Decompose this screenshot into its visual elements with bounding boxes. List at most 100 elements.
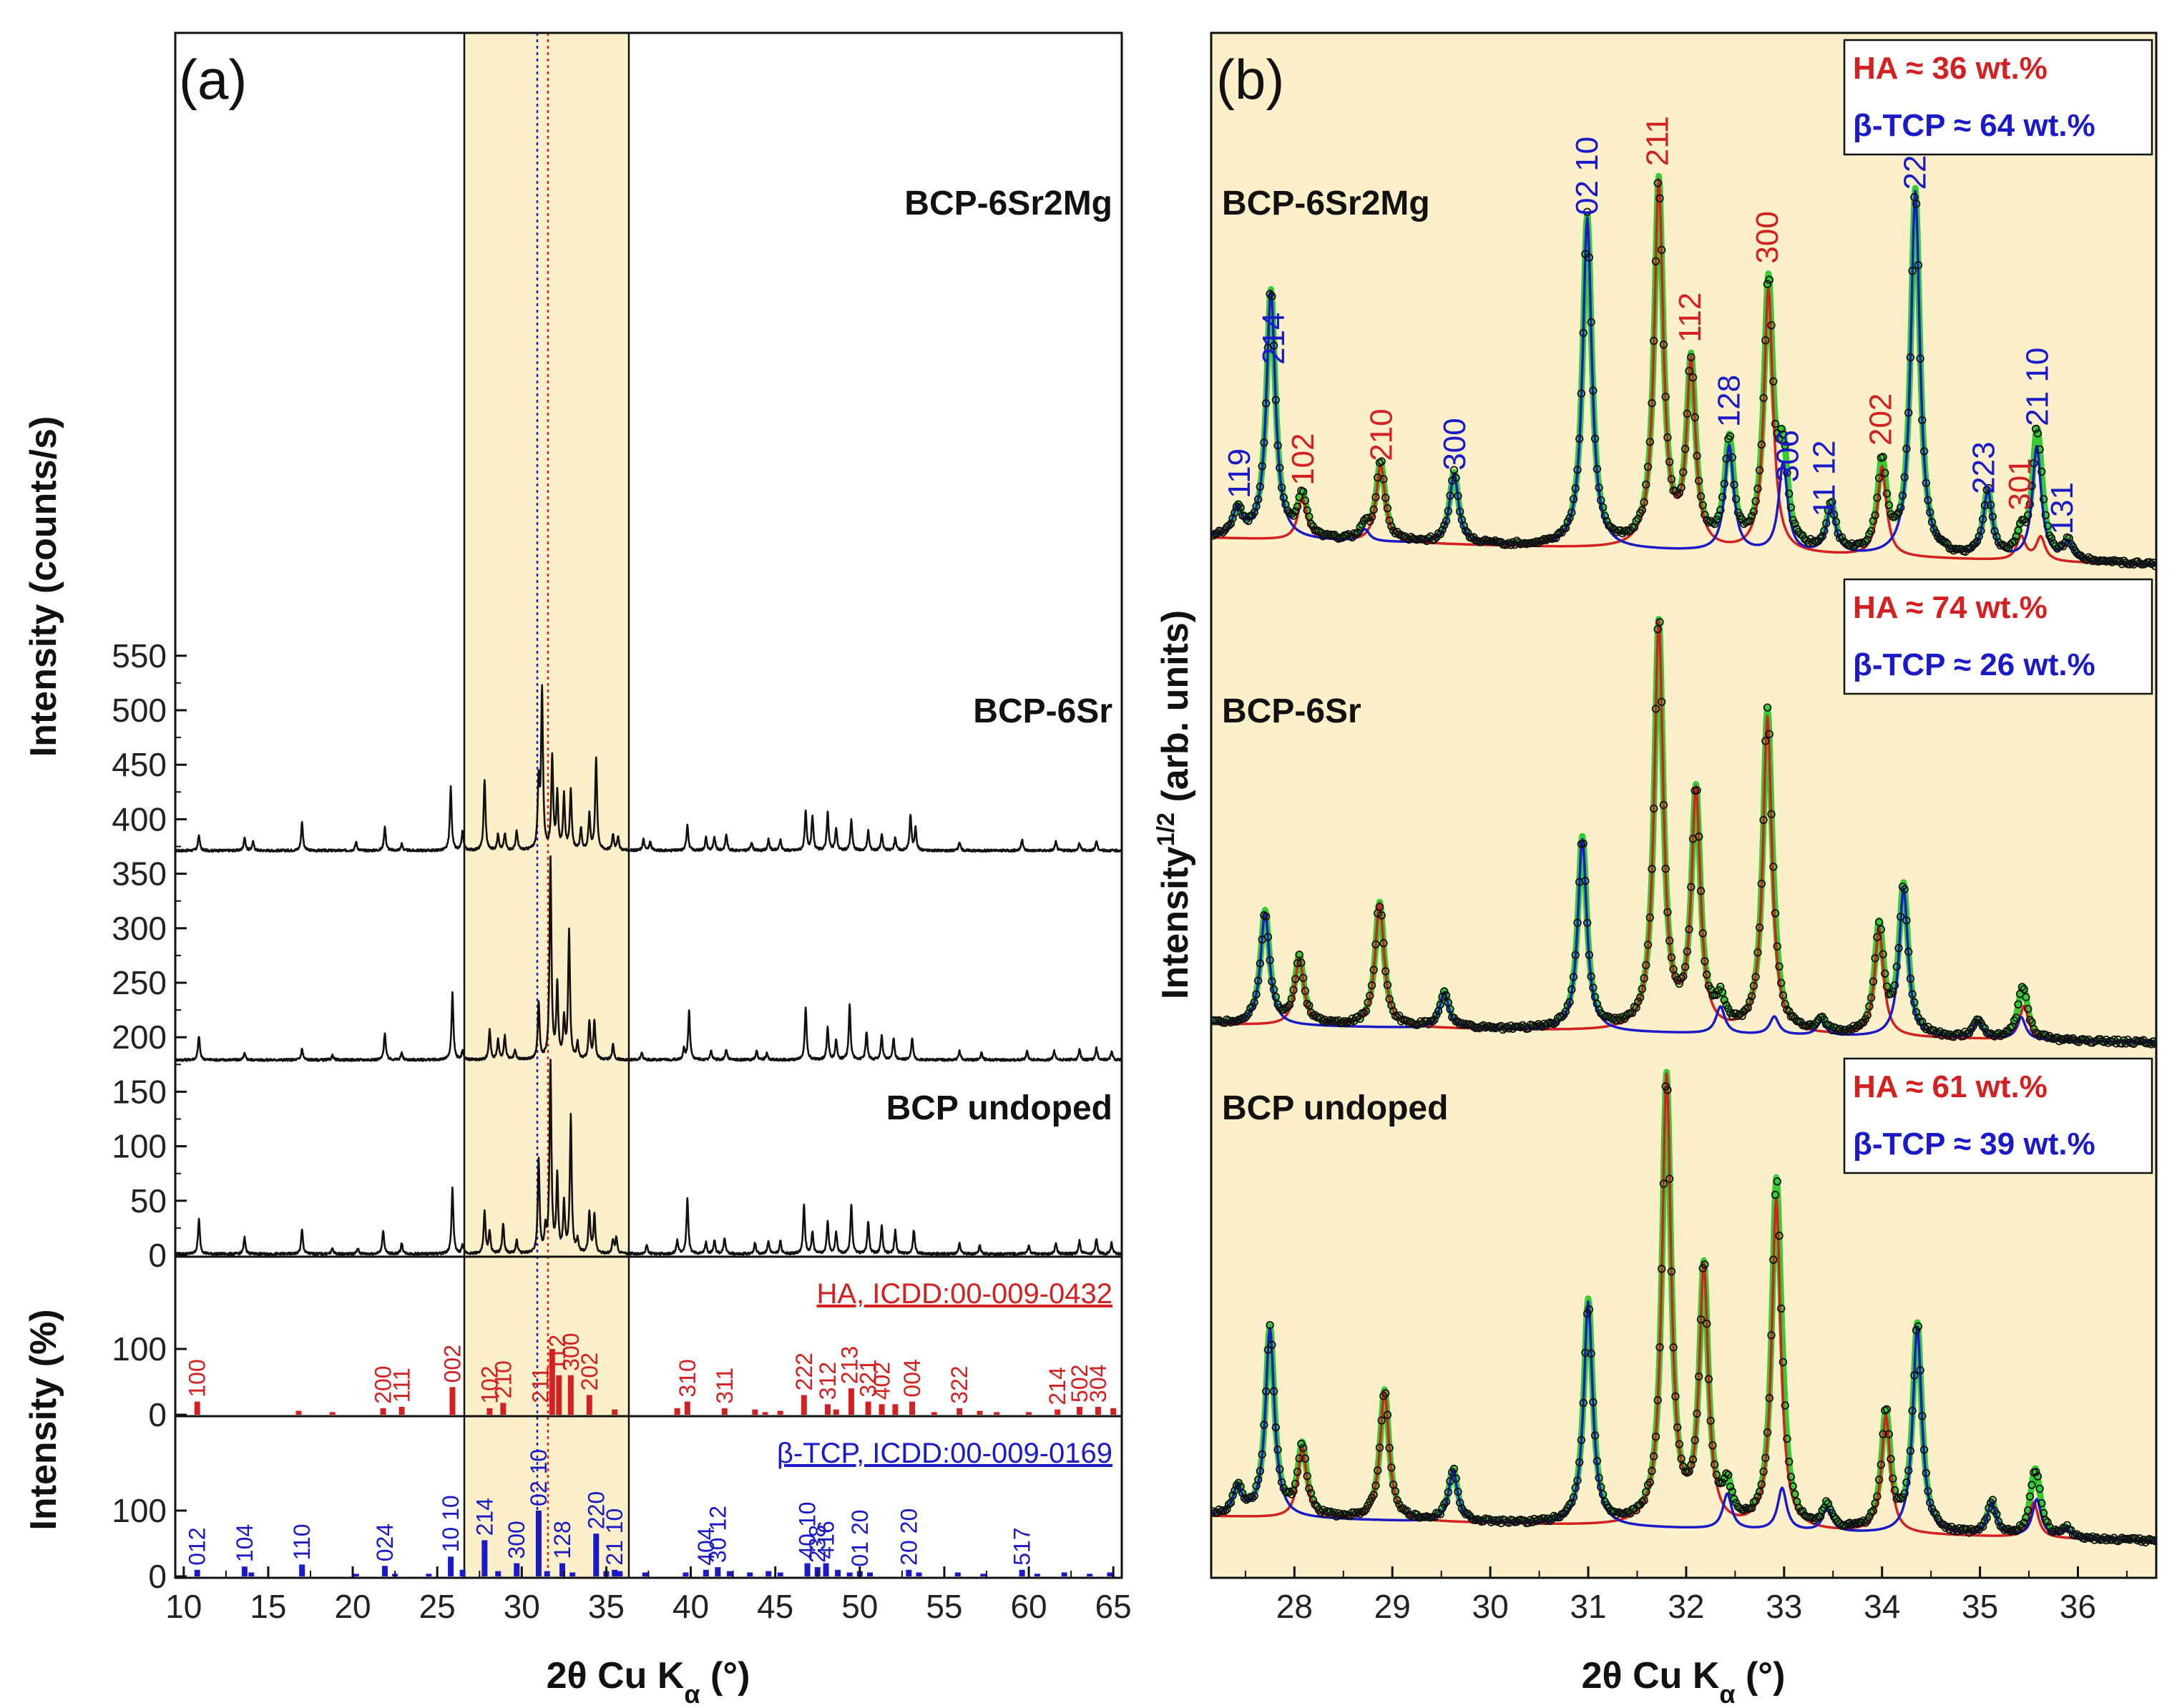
tcp-bar <box>683 1572 689 1576</box>
ha-bar-label: 322 <box>946 1365 972 1403</box>
observed-point <box>1298 973 1308 982</box>
observed-point <box>1708 1441 1717 1450</box>
observed-point <box>1922 1025 1931 1034</box>
observed-point <box>1874 473 1884 483</box>
tcp-bar <box>535 1511 542 1576</box>
tcp-bar-label: 02 10 <box>526 1449 552 1506</box>
tcp-bar <box>916 1572 922 1576</box>
observed-point <box>1266 290 1274 298</box>
observed-point <box>1902 1478 1911 1487</box>
observed-point <box>1887 989 1895 998</box>
y-tick-label: 0 <box>148 1237 167 1274</box>
sample-label-b-sr: BCP-6Sr <box>1222 692 1361 730</box>
observed-point <box>1268 1340 1276 1350</box>
observed-point <box>1712 1471 1721 1479</box>
tcp-peak-label: 128 <box>1712 375 1747 427</box>
observed-point <box>1356 1014 1364 1024</box>
observed-point <box>1479 1021 1488 1030</box>
observed-point <box>1403 534 1412 543</box>
ha-bar <box>380 1408 386 1415</box>
observed-point <box>2033 1472 2042 1481</box>
observed-point <box>1776 425 1786 433</box>
observed-point <box>1657 245 1666 255</box>
observed-point <box>1818 1506 1826 1515</box>
observed-point <box>1387 1463 1396 1472</box>
observed-point <box>1679 1462 1688 1471</box>
observed-point <box>1640 973 1648 983</box>
observed-point <box>1589 1398 1598 1407</box>
observed-point <box>1943 1031 1952 1040</box>
observed-point <box>1226 519 1236 529</box>
observed-point <box>1659 340 1668 349</box>
observed-point <box>1536 1516 1545 1524</box>
observed-point <box>1526 1516 1535 1524</box>
tcp-bar-label: 214 <box>471 1498 497 1536</box>
observed-point <box>1432 1011 1441 1019</box>
observed-point <box>1914 1322 1923 1331</box>
observed-point <box>1896 913 1905 921</box>
x-tick-label: 10 <box>165 1588 202 1625</box>
y-tick-label: 400 <box>112 800 167 838</box>
observed-point <box>1396 1017 1406 1026</box>
observed-point <box>1573 918 1582 927</box>
observed-point <box>1720 479 1729 489</box>
observed-point <box>2043 521 2052 530</box>
observed-point <box>1220 1506 1229 1516</box>
observed-point <box>1648 1466 1656 1476</box>
observed-point <box>1377 1416 1386 1425</box>
observed-point <box>1696 492 1706 501</box>
observed-point <box>2098 1535 2107 1544</box>
observed-point <box>1589 983 1598 992</box>
observed-point <box>1965 1029 1974 1038</box>
x-tick-label-b: 31 <box>1570 1588 1606 1625</box>
observed-point <box>1314 527 1324 536</box>
observed-point <box>1369 1491 1378 1499</box>
observed-point <box>2121 559 2130 567</box>
peak-labels: 102 210 211 112 300 202 301 119 214 300 02 10 128 30… <box>1222 116 2080 534</box>
observed-point <box>2043 1518 2052 1526</box>
observed-point <box>2092 1036 2101 1045</box>
ha-bar <box>449 1387 456 1415</box>
y-tick-label: 300 <box>112 910 167 947</box>
observed-point <box>1387 522 1396 531</box>
observed-point <box>1680 963 1690 971</box>
observed-point <box>1585 951 1594 959</box>
observed-point <box>1577 1435 1586 1445</box>
observed-point <box>2010 1526 2019 1534</box>
observed-point <box>1702 1319 1711 1328</box>
tcp-bar-label: 10 10 <box>438 1495 464 1552</box>
observed-point <box>1361 1006 1371 1016</box>
x-tick-label-b: 35 <box>1962 1588 1998 1625</box>
observed-point <box>1261 912 1271 921</box>
x-tick-label: 25 <box>419 1588 456 1625</box>
ha-bar <box>556 1375 562 1415</box>
observed-point <box>1916 354 1924 363</box>
observed-point <box>1306 519 1316 529</box>
ha-peak-label: 112 <box>1673 293 1708 343</box>
observed-point <box>1587 318 1595 327</box>
observed-point <box>1385 1443 1394 1453</box>
observed-point <box>1791 1490 1799 1498</box>
x-tick-label: 20 <box>334 1588 371 1625</box>
ha-bar-label: 211 <box>527 1367 553 1403</box>
observed-point <box>1430 535 1439 544</box>
observed-point <box>2100 1038 2109 1046</box>
observed-point <box>1276 463 1284 472</box>
ha-bar <box>1026 1412 1032 1415</box>
observed-point <box>1698 501 1707 510</box>
observed-point <box>1683 409 1692 418</box>
observed-point <box>1680 1467 1690 1476</box>
observed-point <box>1446 1005 1454 1013</box>
ha-bar-label: 214 <box>1044 1367 1070 1405</box>
sample-label-b-undoped: BCP undoped <box>1222 1089 1448 1127</box>
observed-point <box>1759 815 1768 825</box>
observed-point <box>1992 1510 2001 1518</box>
x-tick-label-b: 28 <box>1276 1588 1313 1625</box>
observed-point <box>1900 885 1909 894</box>
observed-point <box>1215 1505 1223 1514</box>
observed-point <box>1263 1345 1273 1354</box>
observed-point <box>1820 526 1829 536</box>
observed-point <box>1467 1514 1476 1523</box>
observed-point <box>1706 1416 1715 1425</box>
